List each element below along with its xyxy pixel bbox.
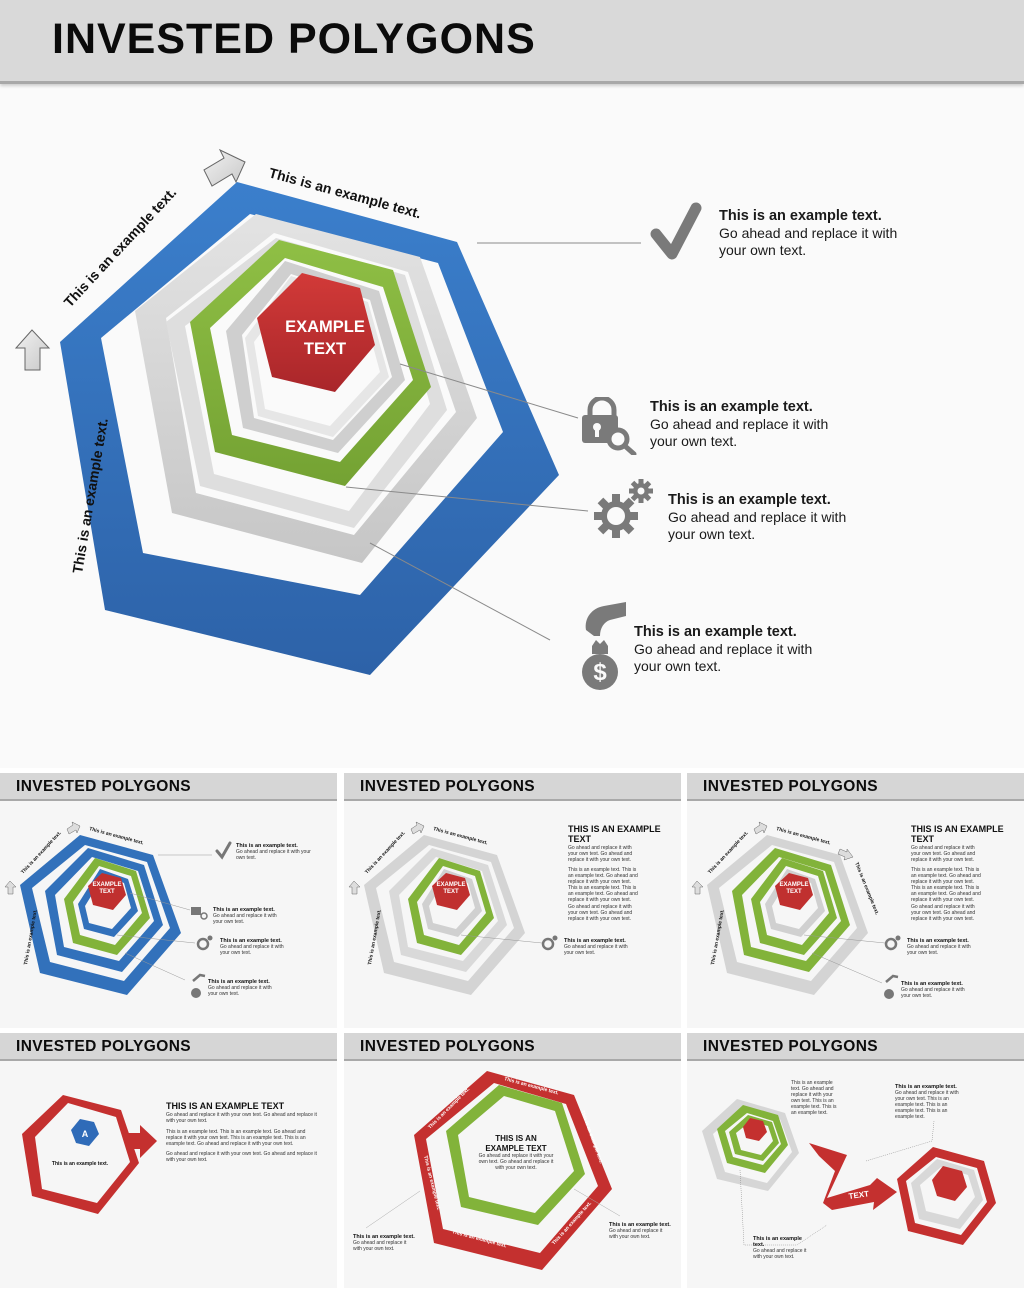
- thumbnail-paragraph: Go ahead and replace it with your own te…: [568, 845, 633, 863]
- thumbnail-title: INVESTED POLYGONS: [360, 778, 536, 795]
- thumbnail-heading: THIS IS AN EXAMPLE TEXT: [166, 1101, 285, 1111]
- callout-line: your own text.: [634, 658, 722, 674]
- callout-small: This is an example text. Go ahead and rep…: [907, 938, 971, 956]
- thumbnail-6[interactable]: INVESTED POLYGONS TEXT This is an exampl…: [687, 1033, 1024, 1288]
- svg-text:THIS IS AN: THIS IS AN: [495, 1134, 537, 1143]
- callout-line: your own text.: [719, 242, 807, 258]
- callout-small: This is an example text. Go ahead and rep…: [353, 1234, 415, 1252]
- thumbnail-5[interactable]: INVESTED POLYGONS This is an example tex…: [344, 1033, 681, 1288]
- callout-line: Go ahead and replace it with: [634, 641, 813, 657]
- callout-title: This is an example text.: [668, 492, 831, 508]
- note-3: This is an example text. Go ahead and rep…: [753, 1236, 807, 1260]
- callout-title: This is an example text.: [719, 208, 882, 224]
- callout-3: This is an example text. Go ahead and re…: [668, 492, 846, 543]
- gears-icon: [594, 479, 653, 538]
- thumbnail-diagram: A This is an example text.: [22, 1095, 157, 1214]
- thumbnail-paragraph: Go ahead and replace it with your own te…: [166, 1112, 317, 1124]
- callout-small: This is an example text. Go ahead and rep…: [901, 981, 965, 999]
- thumbnail-paragraph: Go ahead and replace it with your own te…: [568, 904, 633, 922]
- callout-line: your own text.: [668, 526, 756, 542]
- arrow-up-right-icon: [203, 148, 246, 187]
- svg-text:EXAMPLE: EXAMPLE: [92, 882, 121, 888]
- thumbnail-diagram: EXAMPLE TEXT This is an example text. Th…: [691, 821, 901, 999]
- center-hexagon: [257, 273, 375, 392]
- thumbnail-title: INVESTED POLYGONS: [703, 1038, 879, 1055]
- center-label-line1: EXAMPLE: [285, 318, 365, 336]
- lock-search-icon: [582, 397, 637, 455]
- thumbnail-header: INVESTED POLYGONS: [0, 773, 337, 801]
- thumbnail-header: INVESTED POLYGONS: [344, 773, 681, 801]
- outer-blue-ring: [60, 182, 559, 675]
- callout-title: This is an example text.: [650, 399, 813, 415]
- callout-line: Go ahead and replace it with: [650, 416, 829, 432]
- callout-small: This is an example text. Go ahead and rep…: [609, 1222, 671, 1240]
- callout-line: Go ahead and replace it with: [719, 225, 898, 241]
- callout-small: This is an example text. Go ahead and rep…: [213, 907, 277, 925]
- thumbnail-header: INVESTED POLYGONS: [0, 1033, 337, 1061]
- thumbnail-3[interactable]: INVESTED POLYGONS EXAMPLE TEXT This is a…: [687, 773, 1024, 1028]
- callout-small: This is an example text. Go ahead and rep…: [220, 938, 284, 956]
- thumbnail-paragraph: Go ahead and replace it with your own te…: [478, 1153, 554, 1171]
- thumbnail-header: INVESTED POLYGONS: [344, 1033, 681, 1061]
- callout-title: This is an example text.: [634, 624, 797, 640]
- thumbnail-title: INVESTED POLYGONS: [16, 778, 192, 795]
- svg-text:EXAMPLE: EXAMPLE: [436, 882, 465, 888]
- thumbnail-heading: THIS IS AN EXAMPLE TEXT: [568, 824, 661, 844]
- svg-text:This is an example text.: This is an example text.: [551, 1200, 593, 1246]
- svg-text:EXAMPLE: EXAMPLE: [779, 882, 808, 888]
- money-bag-hand-icon: $: [582, 602, 626, 690]
- thumbnail-paragraph: This is an example text. This is an exam…: [568, 867, 638, 903]
- callout-line: Go ahead and replace it with: [668, 509, 847, 525]
- thumbnail-paragraph: Go ahead and replace it with your own te…: [911, 845, 976, 863]
- callout-4: This is an example text. Go ahead and re…: [634, 624, 812, 675]
- svg-text:TEXT: TEXT: [848, 1189, 870, 1201]
- thumbnail-paragraph: This is an example text. This is an exam…: [911, 867, 981, 903]
- note-2: This is an example text. Go ahead and rep…: [895, 1084, 959, 1120]
- thumbnail-4[interactable]: INVESTED POLYGONS A This is an example t…: [0, 1033, 337, 1288]
- center-label-line2: TEXT: [304, 340, 346, 358]
- thumbnail-diagram: TEXT: [702, 1099, 996, 1246]
- invested-polygons-diagram: EXAMPLE TEXT This is an example text. Th…: [14, 148, 641, 675]
- svg-text:A: A: [82, 1129, 89, 1139]
- slide-title: INVESTED POLYGONS: [52, 15, 536, 63]
- thumbnail-header: INVESTED POLYGONS: [687, 1033, 1024, 1061]
- thumbnail-title: INVESTED POLYGONS: [703, 778, 879, 795]
- main-slide: INVESTED POLYGONS: [0, 0, 1024, 690]
- thumbnail-2[interactable]: INVESTED POLYGONS EXAMPLE TEXT This is a…: [344, 773, 681, 1028]
- thumbnail-1[interactable]: INVESTED POLYGONS EXAMPLE TEXT This is a…: [0, 773, 337, 1028]
- svg-text:TEXT: TEXT: [443, 889, 459, 895]
- slide-header: INVESTED POLYGONS: [0, 0, 1024, 84]
- callout-line: your own text.: [650, 433, 738, 449]
- svg-text:TEXT: TEXT: [99, 889, 115, 895]
- thumbnail-header: INVESTED POLYGONS: [687, 773, 1024, 801]
- svg-text:EXAMPLE TEXT: EXAMPLE TEXT: [485, 1144, 546, 1153]
- note-1: This is an example text. Go ahead and re…: [791, 1080, 837, 1116]
- svg-text:$: $: [593, 659, 607, 686]
- thumbnail-paragraph: This is an example text. This is an exam…: [166, 1129, 306, 1147]
- callout-small: This is an example text. Go ahead and rep…: [208, 979, 272, 997]
- svg-text:This is an example text.: This is an example text.: [52, 1161, 109, 1167]
- thumbnail-diagram: EXAMPLE TEXT This is an example text. Th…: [4, 821, 232, 998]
- arrow-up-icon: [14, 329, 51, 371]
- checkmark-icon: [650, 202, 702, 260]
- svg-text:TEXT: TEXT: [786, 889, 802, 895]
- thumbnail-title: INVESTED POLYGONS: [16, 1038, 192, 1055]
- callout-2: This is an example text. Go ahead and re…: [650, 399, 828, 450]
- thumbnail-diagram: This is an example text. This is an exam…: [365, 1071, 621, 1270]
- thumbnail-diagram: EXAMPLE TEXT This is an example text. Th…: [348, 821, 558, 995]
- callout-1: This is an example text. Go ahead and re…: [719, 208, 897, 259]
- callout-small: This is an example text. Go ahead and rep…: [236, 843, 311, 861]
- connector-lines: [399, 242, 641, 419]
- thumbnail-paragraph: Go ahead and replace it with your own te…: [166, 1151, 317, 1163]
- thumbnail-paragraph: Go ahead and replace it with your own te…: [911, 904, 976, 922]
- thumbnail-title: INVESTED POLYGONS: [360, 1038, 536, 1055]
- thumbnail-heading: THIS IS AN EXAMPLE TEXT: [911, 824, 1004, 844]
- callout-small: This is an example text. Go ahead and rep…: [564, 938, 628, 956]
